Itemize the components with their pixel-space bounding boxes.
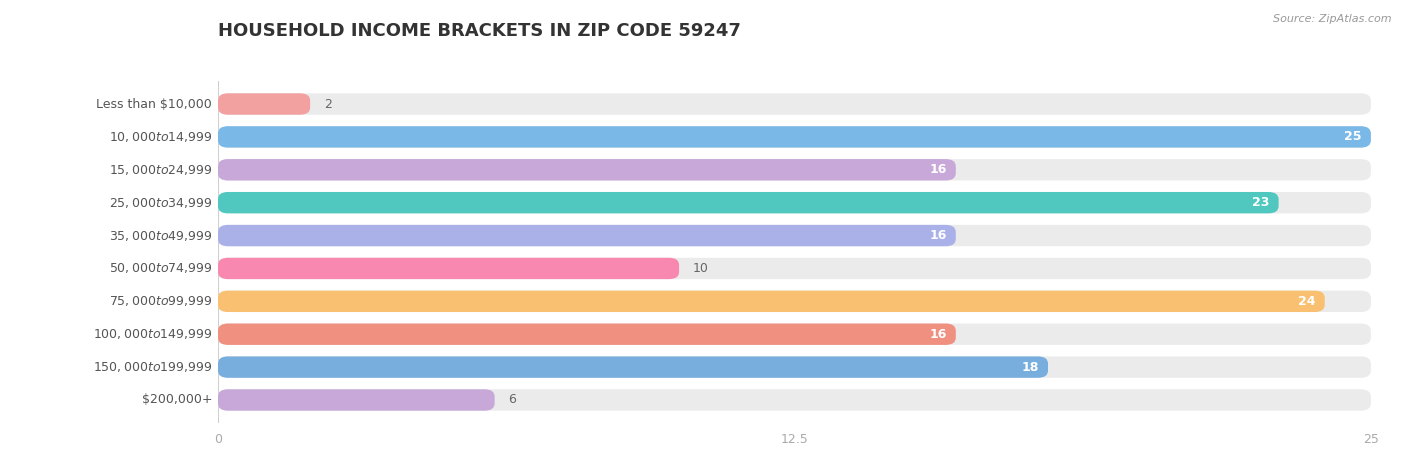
Text: $50,000 to $74,999: $50,000 to $74,999 xyxy=(108,261,212,275)
FancyBboxPatch shape xyxy=(218,159,956,180)
Text: $150,000 to $199,999: $150,000 to $199,999 xyxy=(93,360,212,374)
FancyBboxPatch shape xyxy=(218,324,956,345)
Text: $75,000 to $99,999: $75,000 to $99,999 xyxy=(108,294,212,308)
FancyBboxPatch shape xyxy=(218,258,1371,279)
FancyBboxPatch shape xyxy=(218,291,1324,312)
Text: $100,000 to $149,999: $100,000 to $149,999 xyxy=(93,327,212,341)
Text: 10: 10 xyxy=(693,262,709,275)
FancyBboxPatch shape xyxy=(218,225,1371,246)
Text: 2: 2 xyxy=(323,98,332,111)
FancyBboxPatch shape xyxy=(218,356,1047,378)
FancyBboxPatch shape xyxy=(218,291,1371,312)
Text: 16: 16 xyxy=(929,328,946,341)
Text: 16: 16 xyxy=(929,229,946,242)
FancyBboxPatch shape xyxy=(218,93,1371,115)
FancyBboxPatch shape xyxy=(218,93,311,115)
FancyBboxPatch shape xyxy=(218,389,495,411)
Text: 18: 18 xyxy=(1021,360,1039,374)
Text: Source: ZipAtlas.com: Source: ZipAtlas.com xyxy=(1274,14,1392,23)
FancyBboxPatch shape xyxy=(218,324,1371,345)
FancyBboxPatch shape xyxy=(218,126,1371,148)
Text: 23: 23 xyxy=(1251,196,1270,209)
Text: $25,000 to $34,999: $25,000 to $34,999 xyxy=(108,196,212,210)
Text: 25: 25 xyxy=(1344,130,1361,144)
Text: $200,000+: $200,000+ xyxy=(142,393,212,406)
FancyBboxPatch shape xyxy=(218,258,679,279)
FancyBboxPatch shape xyxy=(218,126,1371,148)
FancyBboxPatch shape xyxy=(218,225,956,246)
Text: $10,000 to $14,999: $10,000 to $14,999 xyxy=(108,130,212,144)
Text: 16: 16 xyxy=(929,163,946,176)
FancyBboxPatch shape xyxy=(218,192,1371,213)
Text: HOUSEHOLD INCOME BRACKETS IN ZIP CODE 59247: HOUSEHOLD INCOME BRACKETS IN ZIP CODE 59… xyxy=(218,22,741,40)
Text: 6: 6 xyxy=(509,393,516,406)
Text: Less than $10,000: Less than $10,000 xyxy=(97,98,212,111)
FancyBboxPatch shape xyxy=(218,389,1371,411)
Text: $35,000 to $49,999: $35,000 to $49,999 xyxy=(108,229,212,243)
Text: 24: 24 xyxy=(1298,295,1316,308)
FancyBboxPatch shape xyxy=(218,192,1278,213)
Text: $15,000 to $24,999: $15,000 to $24,999 xyxy=(108,163,212,177)
FancyBboxPatch shape xyxy=(218,159,1371,180)
FancyBboxPatch shape xyxy=(218,356,1371,378)
